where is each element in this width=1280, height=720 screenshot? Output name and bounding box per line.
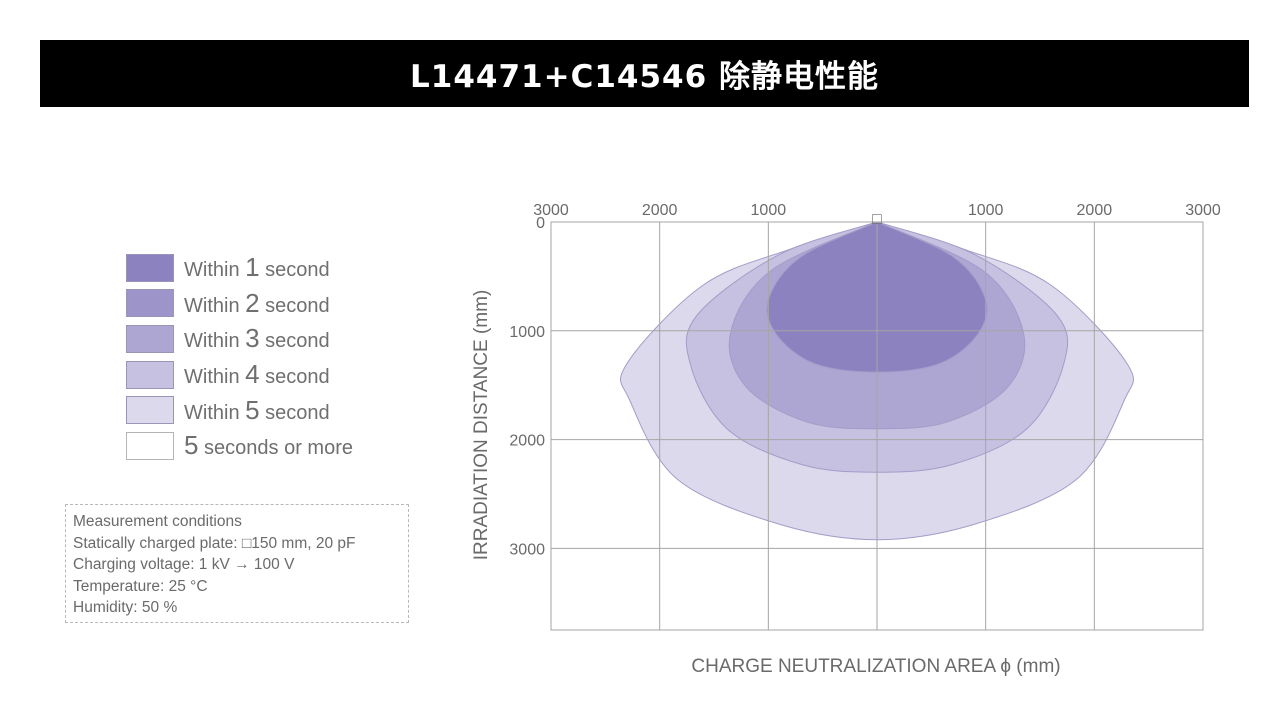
legend-swatch	[126, 396, 174, 425]
legend-item: Within 5 second	[126, 392, 353, 428]
legend-label: Within 2 second	[184, 287, 330, 318]
x-tick-label: 2000	[1077, 202, 1113, 219]
page-title: L14471+C14546 除静电性能	[410, 59, 879, 95]
legend-swatch	[126, 431, 174, 460]
legend-label: 5 seconds or more	[184, 430, 353, 461]
x-tick-label: 1000	[968, 202, 1004, 219]
measurement-conditions-box: Measurement conditions Statically charge…	[65, 504, 409, 623]
legend-label: Within 5 second	[184, 394, 330, 425]
y-tick-label: 0	[536, 215, 545, 232]
legend-item: Within 4 second	[126, 357, 353, 393]
conditions-voltage: Charging voltage: 1 kV → 100 V	[73, 556, 295, 573]
x-axis-title: CHARGE NEUTRALIZATION AREA ϕ (mm)	[691, 656, 1060, 677]
legend-swatch	[126, 289, 174, 318]
legend-item: Within 3 second	[126, 321, 353, 357]
x-tick-label: 3000	[533, 202, 569, 219]
legend-swatch	[126, 324, 174, 353]
x-tick-label: 1000	[751, 202, 787, 219]
chart-legend: Within 1 second Within 2 second Within 3 s…	[126, 250, 353, 464]
title-bar: L14471+C14546 除静电性能	[40, 40, 1249, 107]
conditions-temperature: Temperature: 25 °C	[73, 577, 208, 595]
x-tick-label: 2000	[642, 202, 678, 219]
conditions-humidity: Humidity: 50 %	[73, 599, 178, 616]
y-tick-label: 3000	[509, 541, 545, 558]
legend-label: Within 4 second	[184, 359, 330, 390]
legend-item: Within 2 second	[126, 286, 353, 322]
legend-item: Within 1 second	[126, 250, 353, 286]
x-tick-label: 3000	[1185, 202, 1221, 219]
y-tick-label: 2000	[509, 433, 545, 450]
y-tick-label: 1000	[509, 324, 545, 341]
legend-item: 5 seconds or more	[126, 428, 353, 464]
legend-swatch	[126, 360, 174, 389]
conditions-plate: Statically charged plate: □150 mm, 20 pF	[73, 534, 356, 552]
source-marker: □	[872, 211, 882, 228]
conditions-heading: Measurement conditions	[73, 513, 242, 530]
y-axis-title: IRRADIATION DISTANCE (mm)	[471, 290, 492, 561]
legend-swatch	[126, 253, 174, 282]
grid-layer	[550, 221, 1204, 631]
legend-label: Within 3 second	[184, 323, 330, 354]
legend-label: Within 1 second	[184, 252, 330, 283]
